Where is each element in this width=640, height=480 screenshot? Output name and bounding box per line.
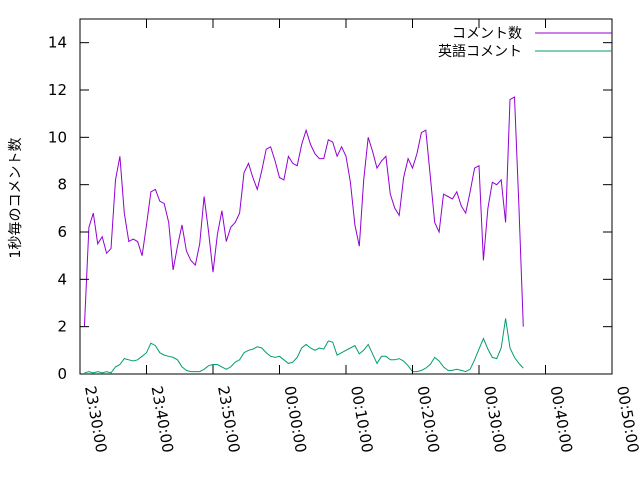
y-tick-label: 2 bbox=[57, 318, 67, 336]
x-tick-label: 00:40:00 bbox=[547, 385, 576, 454]
x-tick-label: 00:20:00 bbox=[414, 385, 443, 454]
y-tick-label: 6 bbox=[57, 223, 67, 241]
plot-frame bbox=[79, 18, 613, 375]
y-tick-label: 8 bbox=[57, 176, 67, 194]
x-tick-label: 00:00:00 bbox=[281, 385, 310, 454]
y-tick-label: 0 bbox=[57, 365, 67, 383]
y-tick-label: 12 bbox=[48, 81, 67, 99]
y-axis: 0 2 4 6 8 10 12 14 bbox=[48, 34, 612, 383]
x-tick-label: 00:10:00 bbox=[347, 385, 376, 454]
x-tick-label: 23:50:00 bbox=[214, 385, 243, 454]
y-tick-label: 10 bbox=[48, 128, 67, 146]
y-tick-label: 4 bbox=[57, 270, 67, 288]
x-tick-label: 00:50:00 bbox=[613, 385, 640, 454]
x-tick-label: 23:40:00 bbox=[148, 385, 177, 454]
legend-label: 英語コメント bbox=[438, 43, 522, 60]
series-lines bbox=[83, 96, 524, 374]
series-line-2 bbox=[84, 318, 524, 374]
y-axis-title: 1秒毎のコメント数 bbox=[8, 138, 24, 259]
series-line-1 bbox=[83, 96, 524, 327]
x-tick-label: 00:30:00 bbox=[480, 385, 509, 454]
legend-label: コメント数 bbox=[452, 26, 522, 42]
x-tick-label: 23:30:00 bbox=[81, 385, 110, 454]
y-tick-label: 14 bbox=[48, 34, 67, 52]
